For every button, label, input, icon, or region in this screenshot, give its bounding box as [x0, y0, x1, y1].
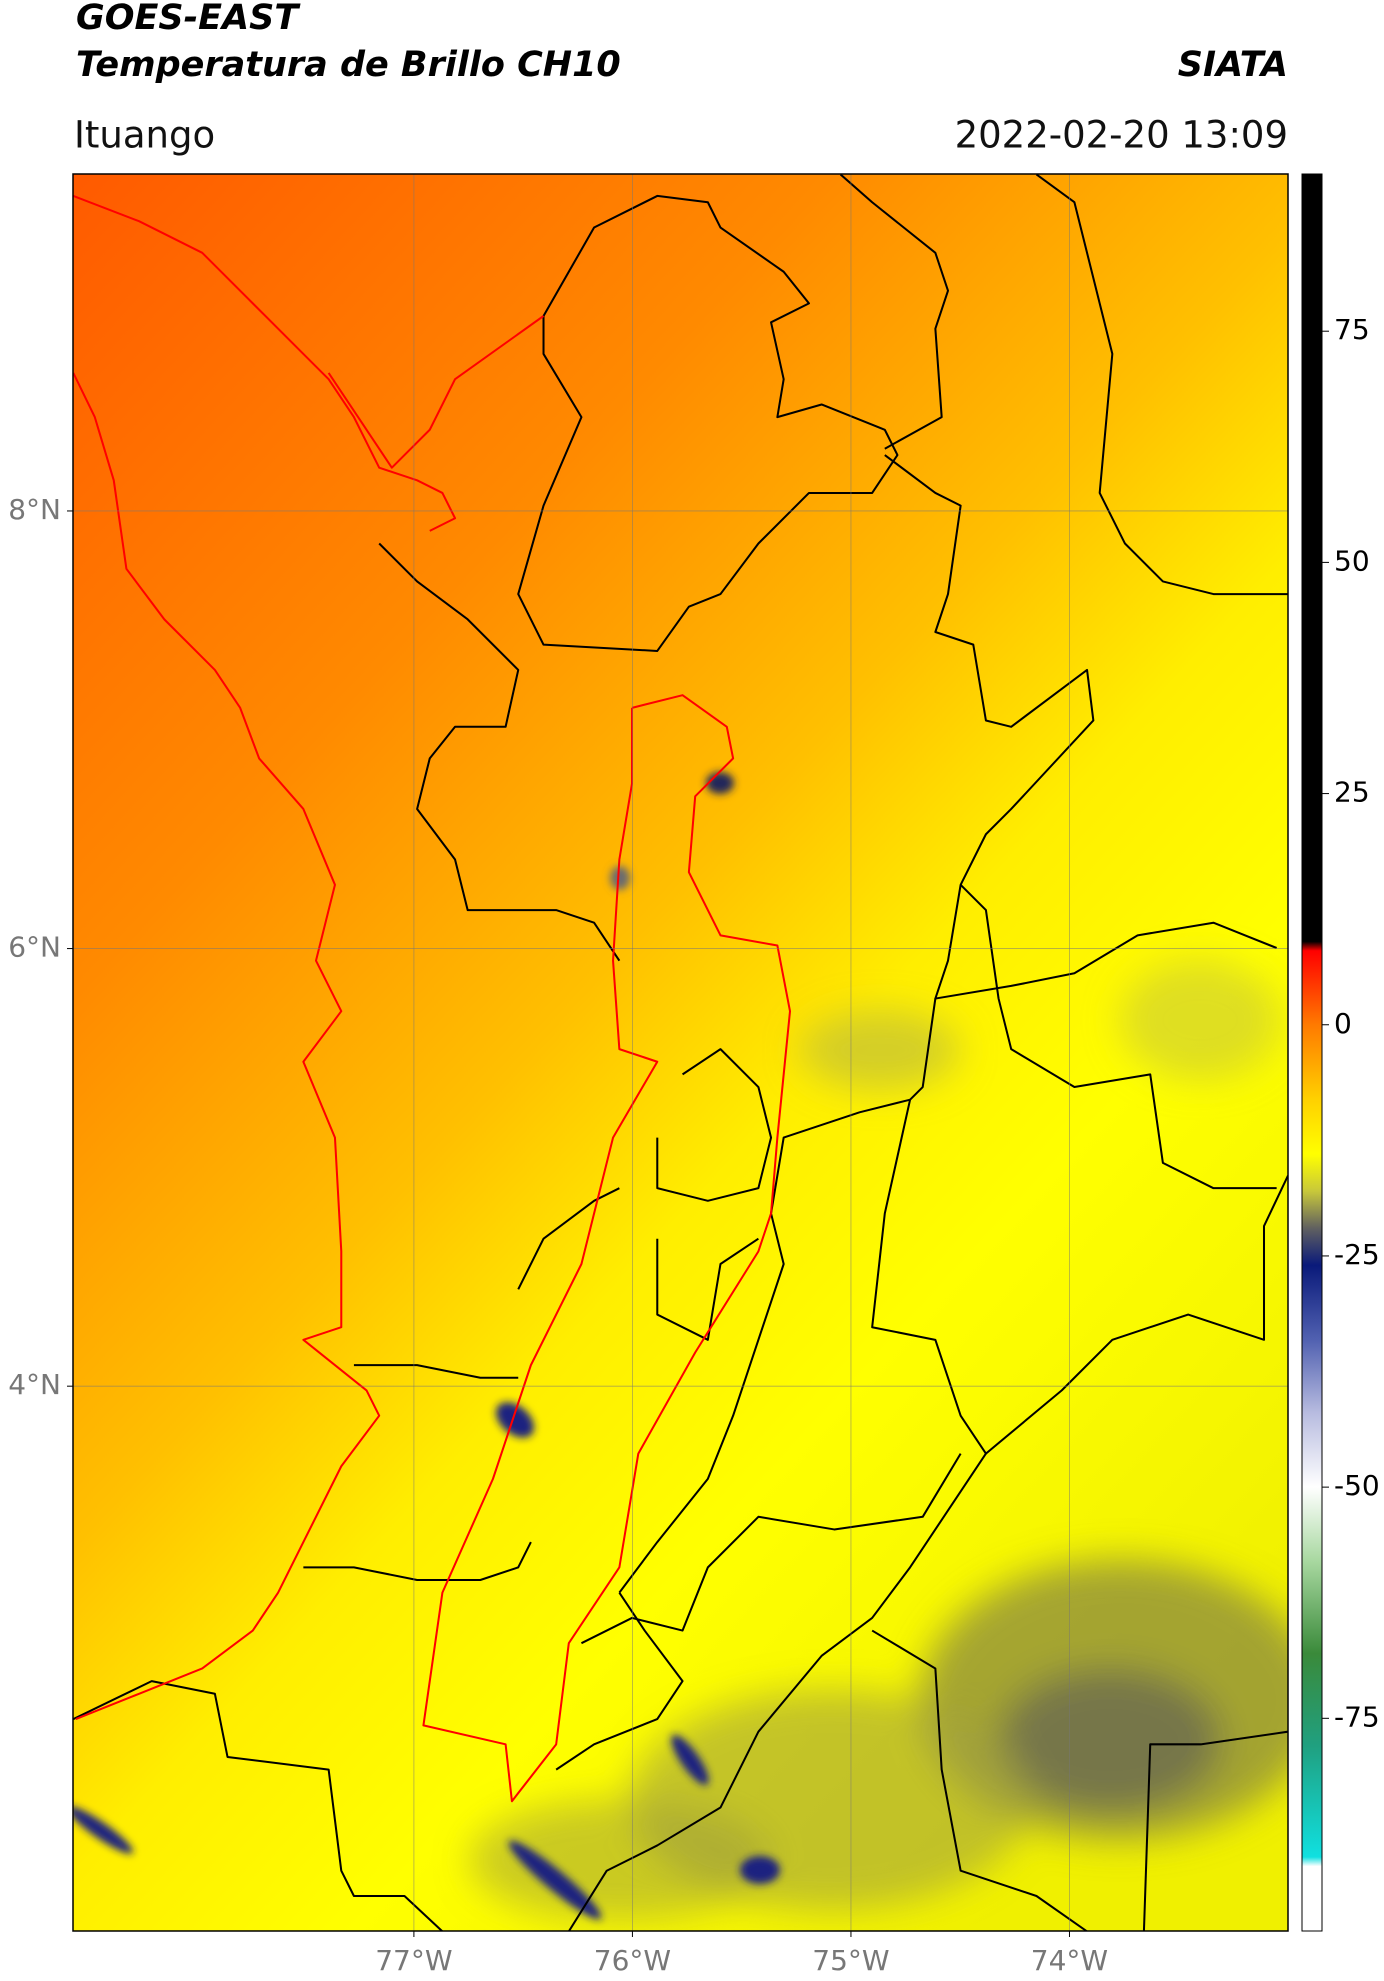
colorbar-tick-label: 75: [1334, 313, 1370, 346]
colorbar-tick-label: 50: [1334, 544, 1370, 577]
colorbar-tick-label: -50: [1334, 1469, 1380, 1502]
title: GOES-EAST: [76, 0, 301, 38]
colorbar: [1301, 173, 1323, 1932]
borders: [73, 174, 1288, 1931]
lat-tick-label: 8°N: [8, 493, 61, 526]
colorbar-tick-label: -75: [1334, 1700, 1380, 1733]
map-frame: [72, 173, 1289, 1932]
colorbar-tick-label: 25: [1334, 776, 1370, 809]
lon-tick-label: 77°W: [375, 1944, 452, 1977]
lon-tick-label: 74°W: [1031, 1944, 1108, 1977]
colorbar-tick-label: 0: [1334, 1007, 1352, 1040]
colorbar-tick-label: -25: [1334, 1238, 1380, 1271]
graticule: [73, 174, 1288, 1931]
datetime: 2022-02-20 13:09: [955, 114, 1288, 157]
source: SIATA: [1178, 45, 1288, 85]
lat-tick-label: 6°N: [8, 931, 61, 964]
map: [73, 174, 1288, 1931]
location: Ituango: [74, 114, 215, 157]
lon-tick-label: 76°W: [594, 1944, 671, 1977]
lat-tick-label: 4°N: [8, 1368, 61, 1401]
title: Temperatura de Brillo CH10: [76, 45, 621, 85]
cloud-field: [470, 960, 1288, 1920]
lon-tick-label: 75°W: [812, 1944, 889, 1977]
